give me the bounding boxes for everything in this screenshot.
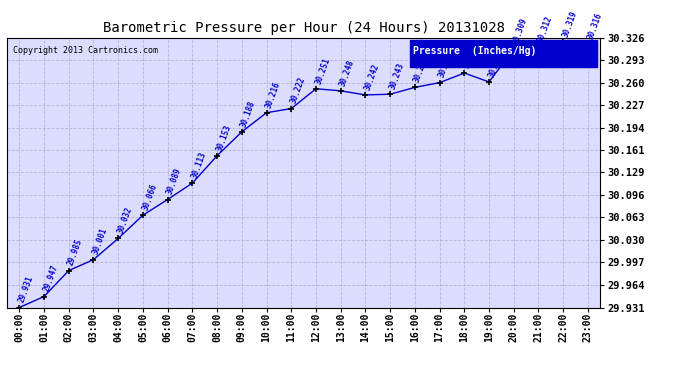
Text: 30.274: 30.274: [462, 40, 480, 69]
Text: 29.931: 29.931: [17, 275, 34, 304]
Text: 30.089: 30.089: [165, 167, 183, 196]
Text: 30.153: 30.153: [215, 123, 233, 152]
Text: 29.985: 29.985: [66, 238, 84, 267]
Text: 30.113: 30.113: [190, 150, 208, 180]
Text: 30.032: 30.032: [116, 206, 134, 235]
Text: 30.248: 30.248: [338, 58, 356, 87]
Text: 30.316: 30.316: [586, 12, 604, 41]
Text: 29.947: 29.947: [41, 264, 59, 293]
Text: 30.260: 30.260: [437, 50, 455, 79]
Title: Barometric Pressure per Hour (24 Hours) 20131028: Barometric Pressure per Hour (24 Hours) …: [103, 21, 504, 35]
Text: 30.251: 30.251: [313, 56, 331, 85]
Text: 30.243: 30.243: [388, 62, 406, 91]
FancyBboxPatch shape: [411, 40, 598, 67]
Text: 30.066: 30.066: [141, 183, 159, 212]
Text: 30.312: 30.312: [536, 14, 554, 44]
Text: 30.216: 30.216: [264, 80, 282, 109]
Text: Pressure  (Inches/Hg): Pressure (Inches/Hg): [413, 46, 537, 56]
Text: Copyright 2013 Cartronics.com: Copyright 2013 Cartronics.com: [13, 46, 158, 55]
Text: 30.309: 30.309: [511, 16, 529, 46]
Text: 30.222: 30.222: [289, 76, 307, 105]
Text: 30.242: 30.242: [363, 62, 381, 92]
Text: 30.319: 30.319: [561, 10, 579, 39]
Text: 30.261: 30.261: [486, 49, 504, 78]
Text: 30.001: 30.001: [91, 227, 109, 256]
Text: 30.253: 30.253: [413, 55, 431, 84]
Text: 30.188: 30.188: [239, 99, 257, 128]
